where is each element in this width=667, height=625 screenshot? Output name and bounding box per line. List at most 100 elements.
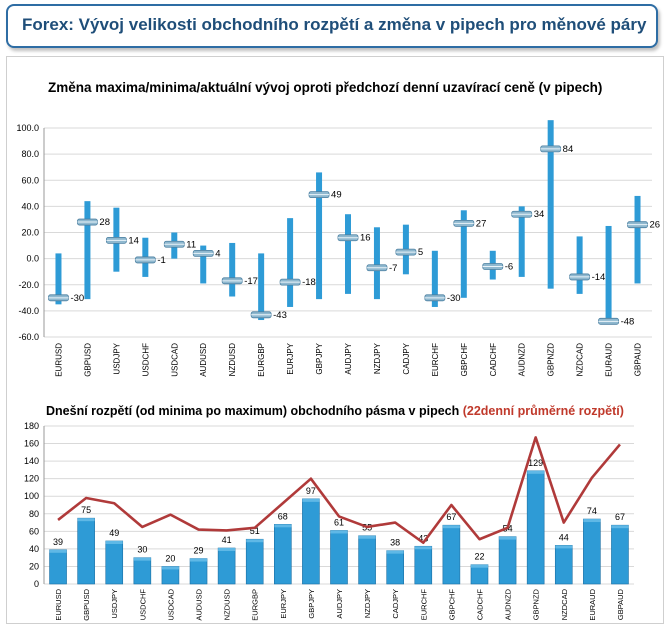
- chart1-x-tick-label: EURGBP: [257, 343, 266, 377]
- chart2-title-main: Dnešní rozpětí (od minima po maximum) ob…: [46, 404, 460, 418]
- chart1-data-label: -17: [244, 276, 258, 287]
- chart2-data-label: 67: [446, 512, 456, 522]
- chart2-data-label: 38: [390, 538, 400, 548]
- chart2-bar-top: [442, 525, 460, 529]
- chart1-range-bar: [287, 218, 294, 307]
- chart2-bar: [611, 524, 629, 585]
- chart2-x-tick-label: AUDUSD: [195, 588, 204, 620]
- chart2-data-label: 49: [109, 528, 119, 538]
- chart2-y-tick-label: 160: [24, 439, 39, 449]
- chart2-bar-top: [555, 545, 573, 549]
- chart2-y-tick-label: 0: [34, 579, 39, 589]
- chart2-data-label: 61: [334, 517, 344, 527]
- chart2-x-tick-label: GBPNZD: [532, 588, 541, 620]
- chart2-x-tick-label: GBPJPY: [307, 589, 316, 619]
- chart2-data-label: 68: [278, 511, 288, 521]
- header-box: Forex: Vývoj velikosti obchodního rozpět…: [6, 4, 658, 48]
- chart2-x-tick-label: NZDJPY: [363, 589, 372, 618]
- chart1-data-label: 49: [331, 190, 342, 201]
- chart1-x-tick-label: USDJPY: [112, 342, 121, 374]
- chart1-y-tick-label: 100.0: [16, 123, 39, 133]
- chart2-data-label: 20: [165, 553, 175, 563]
- chart2-x-tick-label: EURCHF: [419, 589, 428, 621]
- chart1-x-tick-label: AUDNZD: [518, 343, 527, 377]
- chart1-y-tick-label: 20.0: [21, 228, 39, 238]
- chart2-bar: [302, 498, 320, 585]
- chart1-data-label: -7: [389, 263, 397, 274]
- chart1-range-bar: [431, 250, 438, 307]
- chart1-range-bar: [373, 227, 380, 300]
- chart2-bar-top: [246, 539, 264, 543]
- chart1-data-label: -43: [273, 310, 287, 321]
- chart2-y-tick-label: 60: [29, 526, 39, 536]
- chart2-bar-top: [77, 518, 95, 522]
- chart1-x-tick-label: GBPUSD: [83, 343, 92, 377]
- chart2-bar: [330, 530, 348, 585]
- chart2-bar: [442, 524, 461, 585]
- chart2-data-label: 29: [194, 546, 204, 556]
- chart2-x-tick-label: CADCHF: [475, 589, 484, 621]
- chart1-x-tick-label: EURCHF: [431, 343, 440, 376]
- chart1-range-bar: [200, 245, 207, 284]
- chart2-bar: [386, 550, 404, 585]
- chart2-data-label: 41: [222, 535, 232, 545]
- chart2-x-tick-label: GBPUSD: [82, 588, 91, 620]
- chart1-y-tick-label: 60.0: [21, 175, 39, 185]
- chart2-bar-top: [527, 470, 545, 474]
- chart2-bar: [583, 518, 601, 585]
- chart1-x-tick-label: EURJPY: [286, 342, 295, 374]
- chart2-bar-top: [330, 530, 348, 534]
- chart2-data-label: 51: [250, 526, 260, 536]
- chart2-x-tick-label: CADJPY: [391, 589, 400, 619]
- chart2-bar-top: [105, 540, 123, 544]
- chart2-x-tick-label: USDCHF: [138, 589, 147, 621]
- chart2-bar-top: [302, 498, 320, 502]
- chart1-data-label: 11: [186, 239, 196, 250]
- chart1-x-tick-label: GBPCHF: [460, 343, 469, 376]
- chart1-x-tick-label: GBPAUD: [634, 343, 643, 376]
- chart1-x-tick-label: EURAUD: [605, 343, 614, 377]
- chart2-title: Dnešní rozpětí (od minima po maximum) ob…: [46, 404, 624, 418]
- chart2-bar-top: [190, 558, 208, 562]
- chart1-y-tick-label: -60.0: [18, 332, 39, 342]
- chart2-bar: [245, 538, 264, 585]
- chart2-bar: [105, 540, 124, 585]
- chart2-bar-top: [218, 548, 236, 552]
- chart2-bar-top: [49, 549, 67, 553]
- chart1-range-bar: [605, 225, 612, 323]
- chart2-bar: [526, 470, 545, 585]
- chart1-y-tick-label: 80.0: [21, 149, 39, 159]
- chart2-x-tick-label: NZDCAD: [560, 588, 569, 620]
- chart1-range-bar: [229, 242, 236, 297]
- chart2-bar-top: [470, 564, 488, 568]
- chart1-data-label: -48: [621, 316, 635, 327]
- chart1-data-label: -30: [70, 293, 84, 304]
- chart2-y-tick-label: 40: [29, 544, 39, 554]
- chart2-x-tick-label: USDCAD: [166, 588, 175, 620]
- chart1-x-tick-label: GBPJPY: [315, 342, 324, 374]
- chart2-data-label: 74: [587, 506, 597, 516]
- chart2-bar-top: [414, 546, 432, 550]
- chart2-bar: [217, 547, 236, 585]
- chart2-x-tick-label: EURGBP: [251, 589, 260, 621]
- chart1-data-label: 27: [476, 218, 487, 229]
- chart2-x-tick-label: EURJPY: [279, 589, 288, 619]
- chart1-x-tick-label: NZDJPY: [373, 342, 382, 374]
- chart2-average-line: [57, 436, 621, 545]
- chart2-data-label: 30: [137, 545, 147, 555]
- chart2-bar: [133, 557, 152, 585]
- chart2-bar: [189, 558, 208, 585]
- chart1-range-bar: [460, 210, 467, 298]
- chart2-data-label: 43: [418, 533, 428, 543]
- chart1-x-tick-label: EURUSD: [54, 343, 63, 377]
- chart1-data-label: -14: [592, 272, 606, 283]
- chart1-x-tick-label: USDCAD: [170, 343, 179, 377]
- chart2-bar-top: [358, 535, 376, 539]
- chart1-range-bar: [55, 253, 62, 305]
- chart1-range-bar: [316, 172, 323, 300]
- chart1-x-tick-label: GBPNZD: [547, 343, 556, 377]
- chart2-data-label: 75: [81, 505, 91, 515]
- chart2-data-label: 44: [559, 532, 569, 542]
- chart2-y-tick-label: 80: [29, 509, 39, 519]
